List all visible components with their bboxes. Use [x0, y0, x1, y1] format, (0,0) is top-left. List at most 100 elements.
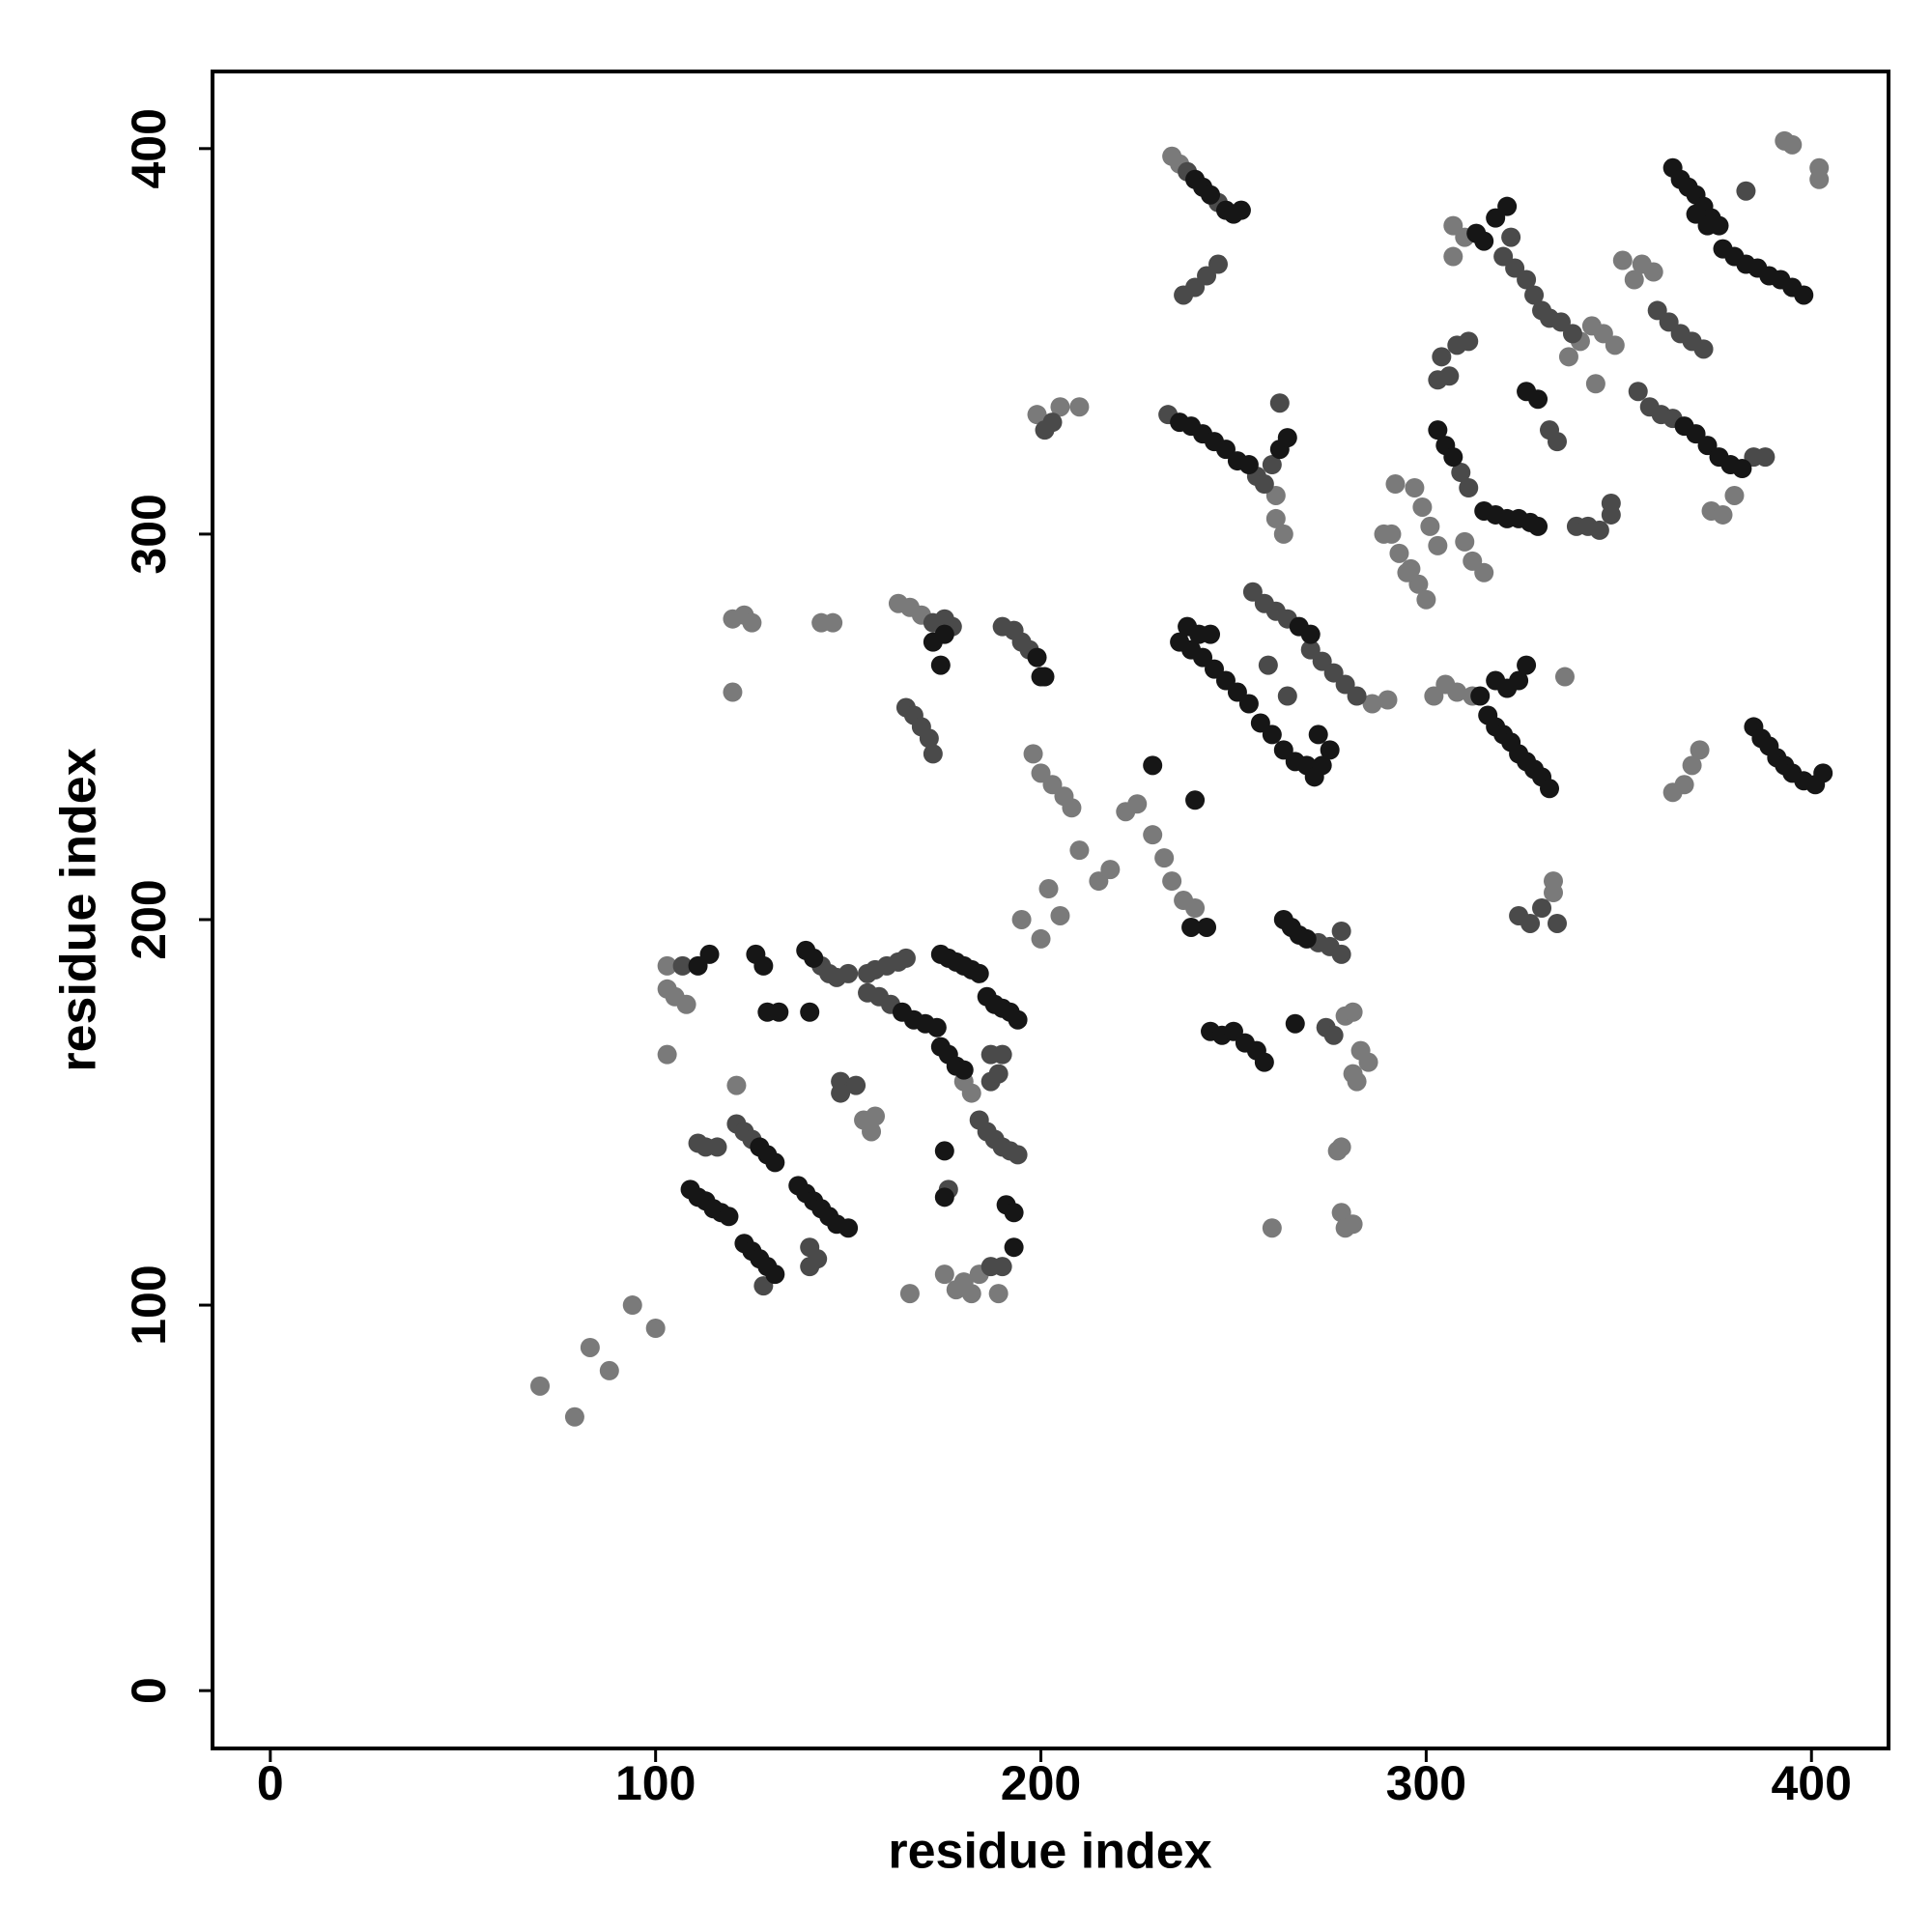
point — [1524, 285, 1545, 305]
point — [862, 1122, 882, 1142]
point — [1265, 508, 1286, 528]
plot-frame — [211, 70, 1890, 1750]
point — [1547, 432, 1567, 452]
point — [1389, 543, 1409, 563]
point — [707, 1137, 727, 1157]
point — [992, 1044, 1012, 1065]
x-tick-label: 0 — [257, 1756, 284, 1810]
point — [1589, 520, 1609, 540]
x-tick-label: 300 — [1386, 1756, 1466, 1810]
point — [1459, 478, 1479, 498]
point — [919, 728, 939, 749]
point — [930, 655, 951, 675]
point — [1813, 763, 1833, 783]
point — [1509, 670, 1529, 691]
point — [1011, 909, 1032, 929]
point — [1562, 324, 1582, 344]
point — [1374, 524, 1394, 544]
point — [1050, 397, 1070, 417]
point — [688, 955, 708, 976]
point — [1008, 1009, 1028, 1030]
point — [1443, 447, 1463, 468]
point — [838, 1218, 859, 1238]
point — [723, 682, 743, 702]
point — [1428, 370, 1448, 390]
point — [823, 612, 843, 633]
point — [672, 955, 693, 976]
point — [1693, 339, 1714, 359]
point — [1031, 928, 1051, 949]
point — [657, 979, 677, 999]
point — [1628, 382, 1648, 402]
point — [1050, 905, 1070, 925]
point — [926, 1017, 947, 1037]
point — [1624, 270, 1644, 290]
point — [1262, 724, 1282, 745]
point — [1470, 686, 1491, 706]
point — [1755, 447, 1776, 468]
point — [1378, 690, 1398, 710]
point — [838, 963, 859, 983]
point — [1308, 724, 1328, 745]
point — [1697, 215, 1718, 236]
y-axis-title: residue index — [51, 748, 107, 1071]
point — [1459, 331, 1479, 352]
point — [1809, 169, 1830, 189]
point — [800, 1257, 820, 1277]
point — [1443, 246, 1463, 267]
y-tick-label: 0 — [122, 1677, 176, 1704]
x-axis-title: residue index — [888, 1824, 1211, 1880]
x-tick-label: 400 — [1772, 1756, 1852, 1810]
point — [657, 955, 677, 976]
point — [1794, 285, 1814, 305]
point — [530, 1376, 551, 1396]
point — [1154, 848, 1175, 868]
point — [1682, 755, 1702, 776]
point — [599, 1360, 619, 1380]
point — [1323, 1025, 1344, 1045]
point — [1612, 250, 1633, 270]
point — [1277, 686, 1297, 706]
point — [1347, 686, 1367, 706]
point — [1782, 134, 1803, 155]
point — [961, 1083, 981, 1103]
point — [657, 1044, 677, 1065]
point — [769, 1002, 789, 1022]
point — [1320, 740, 1340, 760]
point — [1412, 497, 1433, 517]
point — [1540, 779, 1560, 799]
point — [1532, 898, 1552, 919]
point — [676, 994, 696, 1014]
point — [726, 1075, 747, 1095]
point — [564, 1406, 584, 1427]
point — [1181, 917, 1202, 937]
point — [1520, 913, 1541, 933]
point — [580, 1337, 600, 1357]
point — [895, 948, 916, 968]
point — [1008, 1145, 1028, 1165]
point — [1262, 455, 1282, 475]
point — [1197, 917, 1217, 937]
point — [753, 955, 774, 976]
y-tick-label: 100 — [122, 1264, 176, 1345]
point — [1185, 790, 1206, 810]
point — [1285, 1013, 1305, 1034]
point — [1724, 485, 1745, 505]
point — [1254, 1052, 1274, 1072]
point — [1397, 562, 1417, 582]
point — [1501, 227, 1521, 247]
x-tick-label: 200 — [1001, 1756, 1081, 1810]
point — [1605, 335, 1625, 355]
point — [1312, 755, 1332, 776]
point — [1405, 478, 1425, 498]
point — [1362, 694, 1382, 714]
y-tick-label: 400 — [122, 108, 176, 188]
point — [923, 744, 943, 764]
point — [800, 1002, 820, 1022]
point — [1544, 871, 1563, 892]
point — [934, 1187, 954, 1208]
point — [1254, 474, 1274, 495]
point — [1300, 624, 1321, 644]
point — [953, 1060, 974, 1080]
